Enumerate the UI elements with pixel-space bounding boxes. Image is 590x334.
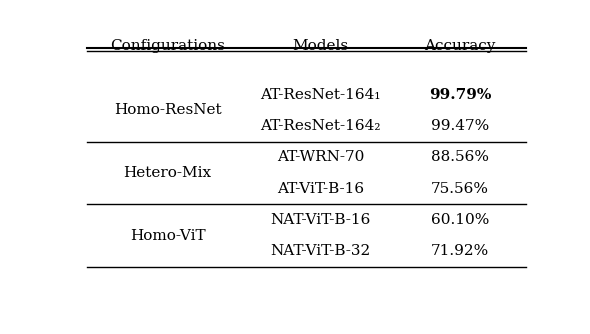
Text: Configurations: Configurations: [110, 39, 225, 53]
Text: 99.47%: 99.47%: [431, 119, 489, 133]
Text: AT-ResNet-164₁: AT-ResNet-164₁: [260, 88, 381, 102]
Text: 71.92%: 71.92%: [431, 244, 489, 259]
Text: Homo-ResNet: Homo-ResNet: [114, 103, 221, 117]
Text: Models: Models: [293, 39, 349, 53]
Text: Homo-ViT: Homo-ViT: [130, 229, 205, 243]
Text: AT-WRN-70: AT-WRN-70: [277, 150, 365, 164]
Text: AT-ResNet-164₂: AT-ResNet-164₂: [260, 119, 381, 133]
Text: Hetero-Mix: Hetero-Mix: [123, 166, 212, 180]
Text: AT-ViT-B-16: AT-ViT-B-16: [277, 182, 364, 196]
Text: NAT-ViT-B-16: NAT-ViT-B-16: [270, 213, 371, 227]
Text: NAT-ViT-B-32: NAT-ViT-B-32: [271, 244, 371, 259]
Text: 99.79%: 99.79%: [429, 88, 491, 102]
Text: 88.56%: 88.56%: [431, 150, 489, 164]
Text: Accuracy: Accuracy: [424, 39, 496, 53]
Text: 60.10%: 60.10%: [431, 213, 489, 227]
Text: 75.56%: 75.56%: [431, 182, 489, 196]
